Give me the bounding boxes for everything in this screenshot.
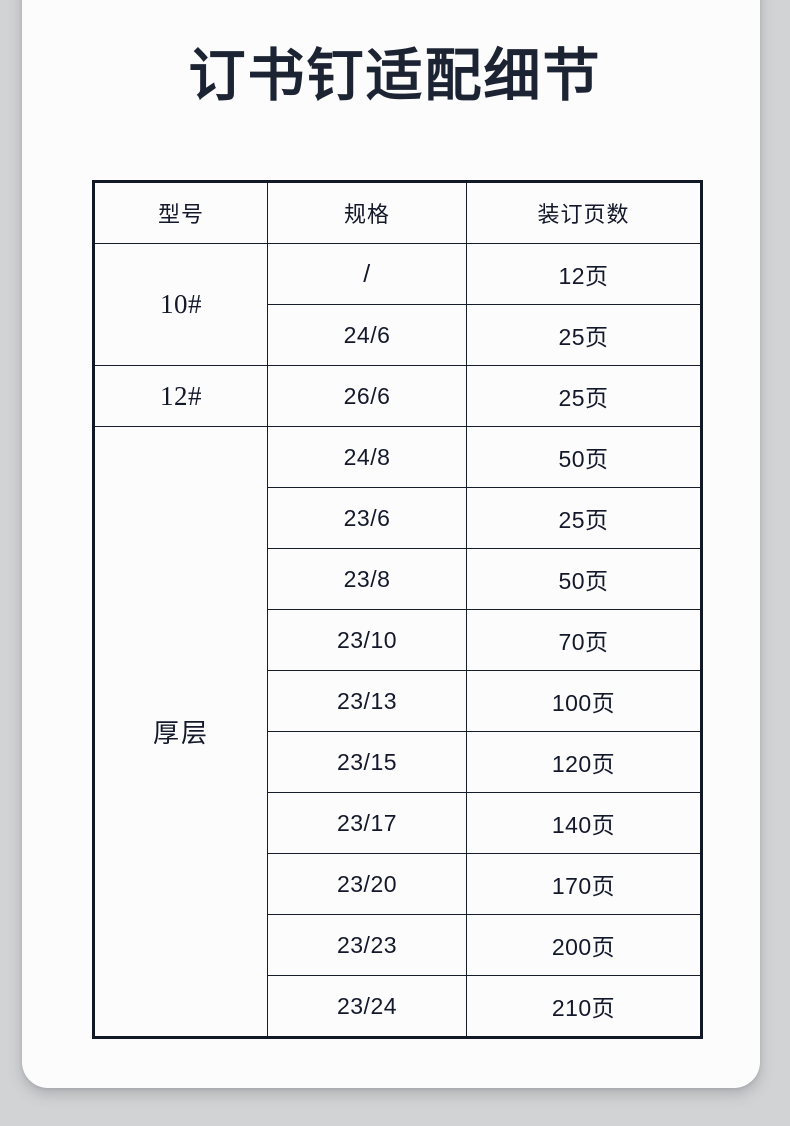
table-header-row: 型号 规格 装订页数	[93, 181, 702, 244]
cell-pages: 25页	[466, 304, 702, 366]
cell-pages: 50页	[466, 548, 702, 610]
cell-spec: 23/20	[267, 853, 467, 915]
table-row: 23/8 50页	[94, 548, 702, 610]
cell-spec: 23/13	[267, 670, 467, 732]
cell-spec: 24/6	[267, 304, 467, 366]
cell-pages: 210页	[466, 975, 702, 1038]
cell-pages: 200页	[466, 914, 702, 976]
cell-spec: 24/8	[267, 426, 467, 488]
table-row: 23/17 140页	[94, 792, 702, 854]
column-header-pages: 装订页数	[466, 181, 702, 244]
cell-pages: 12页	[466, 243, 702, 305]
cell-pages: 25页	[466, 365, 702, 427]
table-row: 23/15 120页	[94, 731, 702, 793]
cell-spec: 23/17	[267, 792, 467, 854]
cell-spec: 23/10	[267, 609, 467, 671]
cell-spec: 23/8	[267, 548, 467, 610]
cell-spec: 23/24	[267, 975, 467, 1038]
cell-pages: 70页	[466, 609, 702, 671]
cell-model: 12#	[93, 365, 268, 427]
cell-pages: 50页	[466, 426, 702, 488]
cell-spec: 23/23	[267, 914, 467, 976]
column-header-spec: 规格	[267, 181, 467, 244]
table-row: 厚层 24/8 50页	[93, 426, 702, 1038]
table-body: 10#/12页 24/6 25页 12# 26/6 25页 厚层 24/8 50页 23/6 25页…	[93, 243, 702, 1038]
column-header-model: 型号	[93, 181, 268, 244]
cell-pages: 140页	[466, 792, 702, 854]
cell-spec: 23/15	[267, 731, 467, 793]
table-row: 23/20 170页	[94, 853, 702, 915]
cell-model: 厚层	[93, 426, 268, 1038]
table-row: 23/23 200页	[94, 914, 702, 976]
cell-spec: /	[267, 243, 467, 305]
table-row: 12# 26/6 25页	[93, 365, 702, 427]
table-row: 23/13 100页	[94, 670, 702, 732]
page-title: 订书钉适配细节	[188, 44, 602, 108]
staple-spec-table: 型号 规格 装订页数 10#/12页 24/6 25页 12# 26/6 25页 厚层 24/…	[92, 180, 703, 1039]
cell-pages: 25页	[466, 487, 702, 549]
cell-spec: 26/6	[267, 365, 467, 427]
table-row: 10#/12页	[93, 243, 702, 366]
table-header: 型号 规格 装订页数	[93, 181, 702, 244]
cell-pages: 120页	[466, 731, 702, 793]
cell-model: 10#	[93, 243, 268, 366]
table-row: 23/24 210页	[94, 975, 702, 1038]
cell-spec: 23/6	[267, 487, 467, 549]
table-row: 23/10 70页	[94, 609, 702, 671]
cell-pages: 100页	[466, 670, 702, 732]
spec-table-container: 型号 规格 装订页数 10#/12页 24/6 25页 12# 26/6 25页 厚层 24/…	[92, 180, 703, 1039]
cell-pages: 170页	[466, 853, 702, 915]
table-row: 23/6 25页	[94, 487, 702, 549]
